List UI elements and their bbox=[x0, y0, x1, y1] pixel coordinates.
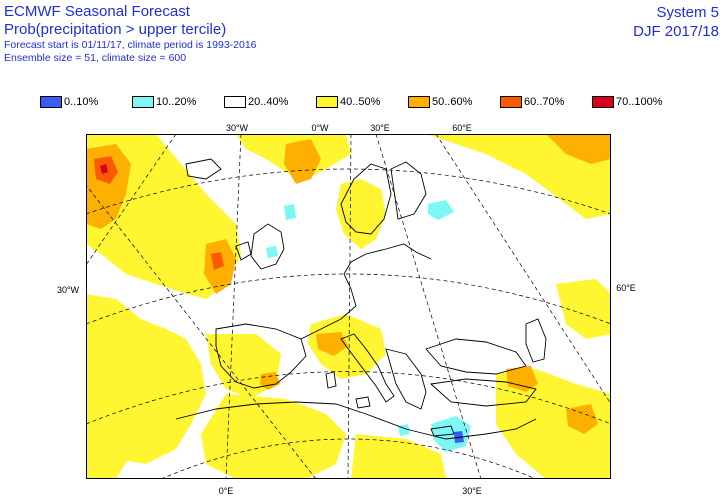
probability-map bbox=[86, 134, 611, 479]
top-label-60e: 60°E bbox=[452, 123, 472, 133]
legend-swatch bbox=[40, 96, 62, 108]
right-label-60e: 60°E bbox=[616, 283, 636, 293]
map-border bbox=[86, 134, 611, 479]
chart-subtitle: Prob(precipitation > upper tercile) bbox=[4, 21, 227, 38]
chart-title: ECMWF Seasonal Forecast bbox=[4, 3, 190, 20]
chart-header: ECMWF Seasonal Forecast Prob(precipitati… bbox=[4, 3, 257, 65]
legend-label: 40..50% bbox=[340, 96, 381, 108]
forecast-start-line: Forecast start is 01/11/17, climate peri… bbox=[4, 39, 257, 51]
legend-swatch bbox=[316, 96, 338, 108]
graticule bbox=[86, 134, 611, 479]
legend-swatch bbox=[224, 96, 246, 108]
coastlines bbox=[175, 158, 547, 440]
top-label-30w: 30°W bbox=[226, 123, 249, 133]
system-info: System 5 DJF 2017/18 bbox=[633, 3, 719, 41]
top-label-0w: 0°W bbox=[311, 123, 329, 133]
bottom-label-30e: 30°E bbox=[462, 486, 482, 496]
top-label-30e: 30°E bbox=[370, 123, 390, 133]
legend-swatch bbox=[500, 96, 522, 108]
season-label: DJF 2017/18 bbox=[633, 23, 719, 40]
legend-swatch bbox=[592, 96, 614, 108]
ensemble-size-line: Ensemble size = 51, climate size = 600 bbox=[4, 52, 187, 64]
darkred-probability-areas bbox=[100, 164, 108, 174]
legend-label: 60..70% bbox=[524, 96, 565, 108]
legend-swatch bbox=[408, 96, 430, 108]
legend-label: 20..40% bbox=[248, 96, 289, 108]
legend-swatch bbox=[132, 96, 154, 108]
legend-label: 70..100% bbox=[616, 96, 663, 108]
system-label: System 5 bbox=[656, 4, 719, 21]
legend-label: 50..60% bbox=[432, 96, 473, 108]
bottom-label-0e: 0°E bbox=[219, 486, 234, 496]
legend-label: 0..10% bbox=[64, 96, 99, 108]
left-label-30w: 30°W bbox=[57, 285, 80, 295]
legend-label: 10..20% bbox=[156, 96, 197, 108]
